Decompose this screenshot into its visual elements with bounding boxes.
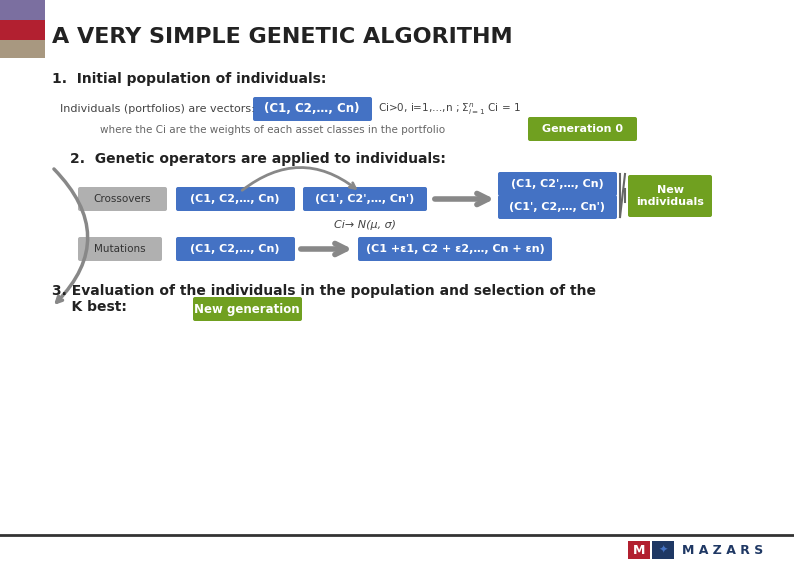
FancyBboxPatch shape <box>528 117 637 141</box>
Text: ✦: ✦ <box>658 545 668 555</box>
FancyBboxPatch shape <box>303 187 427 211</box>
Text: Ci>0, i=1,…,n ; $\Sigma_{i=1}^{n}$ Ci = 1: Ci>0, i=1,…,n ; $\Sigma_{i=1}^{n}$ Ci = … <box>378 101 521 117</box>
FancyBboxPatch shape <box>498 195 617 219</box>
Text: 2.  Genetic operators are applied to individuals:: 2. Genetic operators are applied to indi… <box>70 152 446 166</box>
FancyBboxPatch shape <box>628 175 712 217</box>
FancyBboxPatch shape <box>176 187 295 211</box>
FancyBboxPatch shape <box>193 297 302 321</box>
Text: Ci→ N(μ, σ): Ci→ N(μ, σ) <box>334 220 396 230</box>
Text: 1.  Initial population of individuals:: 1. Initial population of individuals: <box>52 72 326 86</box>
Text: (C1', C2',…, Cn'): (C1', C2',…, Cn') <box>315 194 414 204</box>
Text: Mutations: Mutations <box>94 244 146 254</box>
Text: New
individuals: New individuals <box>636 185 704 207</box>
Text: New generation: New generation <box>195 303 300 315</box>
Text: Crossovers: Crossovers <box>93 194 151 204</box>
Text: (C1, C2,…, Cn): (C1, C2,…, Cn) <box>191 244 279 254</box>
FancyBboxPatch shape <box>652 541 674 559</box>
Text: where the Ci are the weights of each asset classes in the portfolio: where the Ci are the weights of each ass… <box>100 125 445 135</box>
FancyBboxPatch shape <box>0 40 45 58</box>
FancyBboxPatch shape <box>498 172 617 196</box>
FancyBboxPatch shape <box>78 187 167 211</box>
FancyBboxPatch shape <box>176 237 295 261</box>
FancyBboxPatch shape <box>78 237 162 261</box>
FancyBboxPatch shape <box>0 0 45 20</box>
FancyBboxPatch shape <box>0 20 45 40</box>
FancyBboxPatch shape <box>628 541 650 559</box>
FancyBboxPatch shape <box>253 97 372 121</box>
Text: (C1 +ε1, C2 + ε2,…, Cn + εn): (C1 +ε1, C2 + ε2,…, Cn + εn) <box>365 244 545 254</box>
Text: 3. Evaluation of the individuals in the population and selection of the
    K be: 3. Evaluation of the individuals in the … <box>52 284 596 314</box>
Text: (C1', C2,…, Cn'): (C1', C2,…, Cn') <box>509 202 605 212</box>
Text: (C1, C2,…, Cn): (C1, C2,…, Cn) <box>264 103 360 116</box>
FancyBboxPatch shape <box>358 237 552 261</box>
Text: (C1, C2,…, Cn): (C1, C2,…, Cn) <box>191 194 279 204</box>
Text: Generation 0: Generation 0 <box>542 124 622 134</box>
Text: A VERY SIMPLE GENETIC ALGORITHM: A VERY SIMPLE GENETIC ALGORITHM <box>52 27 513 47</box>
Text: (C1, C2',…, Cn): (C1, C2',…, Cn) <box>511 179 603 189</box>
Text: M A Z A R S: M A Z A R S <box>682 544 763 556</box>
Text: Individuals (portfolios) are vectors:: Individuals (portfolios) are vectors: <box>60 104 255 114</box>
Text: M: M <box>633 544 646 556</box>
